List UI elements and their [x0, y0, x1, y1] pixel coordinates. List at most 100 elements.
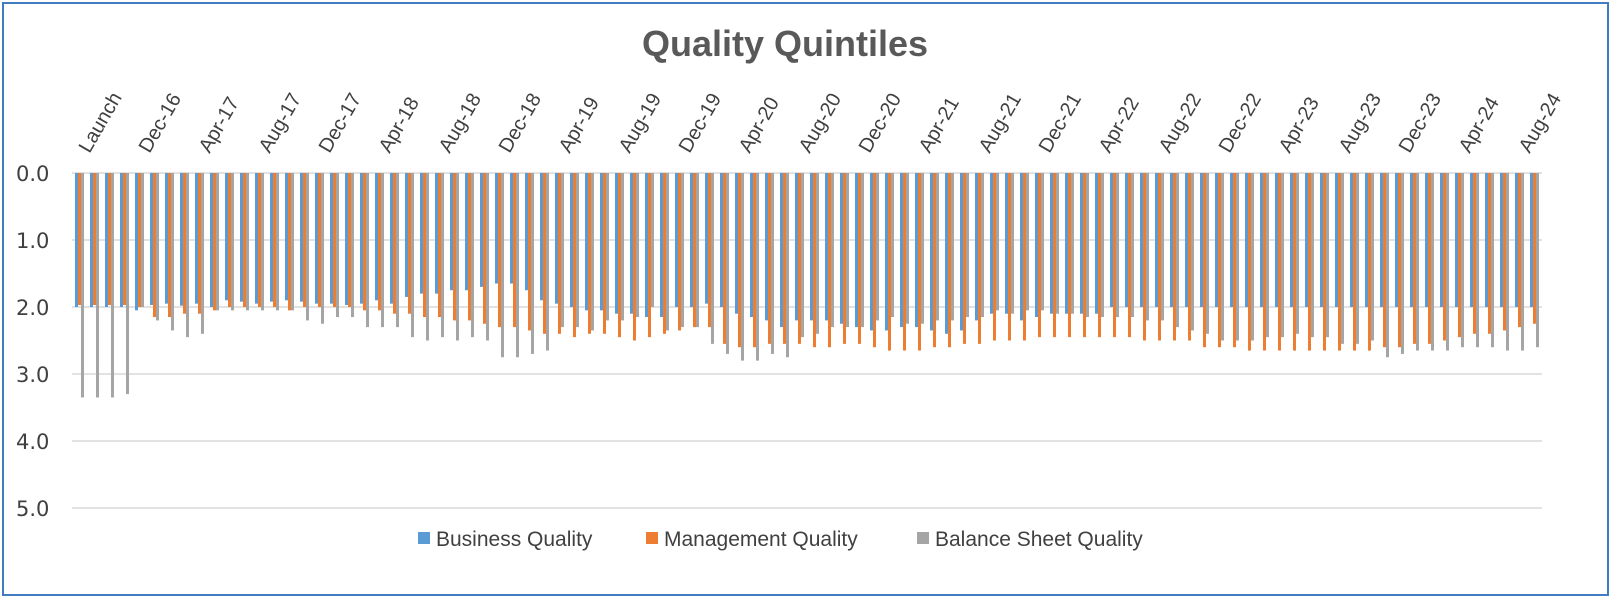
- bar-management-quality: [753, 173, 756, 348]
- bar-balance-sheet-quality: [1131, 173, 1134, 318]
- bar-business-quality: [960, 173, 963, 331]
- x-tick-label: Dec-22: [1215, 90, 1266, 157]
- bar-balance-sheet-quality: [681, 173, 684, 328]
- bar-business-quality: [570, 173, 573, 307]
- bar-balance-sheet-quality: [831, 173, 834, 328]
- bar-balance-sheet-quality: [1146, 173, 1149, 321]
- bar-management-quality: [1233, 173, 1236, 348]
- bar-management-quality: [1383, 173, 1386, 348]
- bar-management-quality: [243, 173, 246, 307]
- bar-balance-sheet-quality: [801, 173, 804, 338]
- bars: [75, 173, 1539, 398]
- bar-business-quality: [135, 173, 138, 311]
- bar-management-quality: [873, 173, 876, 348]
- bar-business-quality: [615, 173, 618, 314]
- bar-balance-sheet-quality: [1536, 173, 1539, 348]
- bar-management-quality: [288, 173, 291, 311]
- bar-business-quality: [195, 173, 198, 304]
- bar-balance-sheet-quality: [1056, 173, 1059, 314]
- bar-balance-sheet-quality: [1341, 173, 1344, 344]
- bar-management-quality: [1143, 173, 1146, 341]
- bar-balance-sheet-quality: [1281, 173, 1284, 338]
- bar-balance-sheet-quality: [1116, 173, 1119, 318]
- bar-balance-sheet-quality: [711, 173, 714, 344]
- bar-balance-sheet-quality: [1266, 173, 1269, 338]
- bar-management-quality: [1053, 173, 1056, 338]
- bar-balance-sheet-quality: [186, 173, 189, 338]
- x-tick-label: Apr-23: [1275, 94, 1324, 157]
- bar-business-quality: [660, 173, 663, 318]
- bar-business-quality: [510, 173, 513, 284]
- bar-balance-sheet-quality: [291, 173, 294, 311]
- bar-business-quality: [375, 173, 378, 301]
- bar-management-quality: [948, 173, 951, 348]
- bar-balance-sheet-quality: [231, 173, 234, 311]
- bar-balance-sheet-quality: [156, 173, 159, 321]
- bar-business-quality: [990, 173, 993, 314]
- bar-management-quality: [483, 173, 486, 324]
- bar-management-quality: [1353, 173, 1356, 351]
- bar-business-quality: [840, 173, 843, 324]
- bar-business-quality: [1485, 173, 1488, 307]
- bar-management-quality: [1113, 173, 1116, 338]
- bar-business-quality: [1275, 173, 1278, 307]
- x-tick-label: Aug-19: [615, 90, 666, 157]
- bar-management-quality: [1038, 173, 1041, 338]
- bar-balance-sheet-quality: [1386, 173, 1389, 358]
- quality-quintiles-chart: Quality Quintiles 0.0 1.0 2.0 3.0 4.0 5.0 Lau…: [16, 23, 1566, 551]
- bar-business-quality: [765, 173, 768, 321]
- bar-business-quality: [75, 173, 78, 307]
- bar-management-quality: [408, 173, 411, 314]
- bar-management-quality: [1308, 173, 1311, 351]
- bar-balance-sheet-quality: [471, 173, 474, 338]
- bar-management-quality: [663, 173, 666, 334]
- bar-balance-sheet-quality: [1296, 173, 1299, 334]
- bar-management-quality: [213, 173, 216, 311]
- x-tick-label: Launch: [75, 89, 127, 157]
- bar-business-quality: [255, 173, 258, 304]
- bar-business-quality: [180, 173, 183, 306]
- bar-balance-sheet-quality: [966, 173, 969, 318]
- bar-balance-sheet-quality: [1206, 173, 1209, 334]
- legend: Business Quality Management Quality Balanc…: [418, 528, 1143, 551]
- bar-business-quality: [1320, 173, 1323, 307]
- bar-business-quality: [705, 173, 708, 304]
- bar-business-quality: [1125, 173, 1128, 307]
- x-tick-label: Aug-20: [795, 90, 846, 157]
- y-tick-label: 0.0: [16, 162, 49, 186]
- bar-balance-sheet-quality: [396, 173, 399, 328]
- bar-management-quality: [1473, 173, 1476, 334]
- bar-management-quality: [378, 173, 381, 311]
- bar-balance-sheet-quality: [321, 173, 324, 324]
- bar-business-quality: [525, 173, 528, 291]
- bar-management-quality: [843, 173, 846, 344]
- bar-balance-sheet-quality: [651, 173, 654, 307]
- bar-business-quality: [630, 173, 633, 314]
- bar-management-quality: [198, 173, 201, 314]
- x-tick-label: Aug-22: [1155, 90, 1206, 157]
- bar-management-quality: [123, 173, 126, 305]
- bar-balance-sheet-quality: [636, 173, 639, 318]
- bar-business-quality: [600, 173, 603, 311]
- bar-management-quality: [648, 173, 651, 338]
- bar-management-quality: [108, 173, 111, 305]
- bar-business-quality: [1410, 173, 1413, 307]
- bar-management-quality: [138, 173, 141, 307]
- bar-management-quality: [303, 173, 306, 307]
- bar-management-quality: [1218, 173, 1221, 348]
- bar-business-quality: [90, 173, 93, 307]
- x-tick-label: Aug-24: [1515, 90, 1566, 157]
- bar-business-quality: [1530, 173, 1533, 307]
- bar-balance-sheet-quality: [1416, 173, 1419, 351]
- bar-balance-sheet-quality: [171, 173, 174, 331]
- bar-business-quality: [855, 173, 858, 328]
- bar-balance-sheet-quality: [546, 173, 549, 351]
- bar-balance-sheet-quality: [1446, 173, 1449, 351]
- bar-balance-sheet-quality: [336, 173, 339, 318]
- bar-business-quality: [900, 173, 903, 328]
- bar-business-quality: [1005, 173, 1008, 314]
- bar-business-quality: [1440, 173, 1443, 307]
- bar-balance-sheet-quality: [381, 173, 384, 328]
- bar-business-quality: [1020, 173, 1023, 321]
- bar-management-quality: [918, 173, 921, 351]
